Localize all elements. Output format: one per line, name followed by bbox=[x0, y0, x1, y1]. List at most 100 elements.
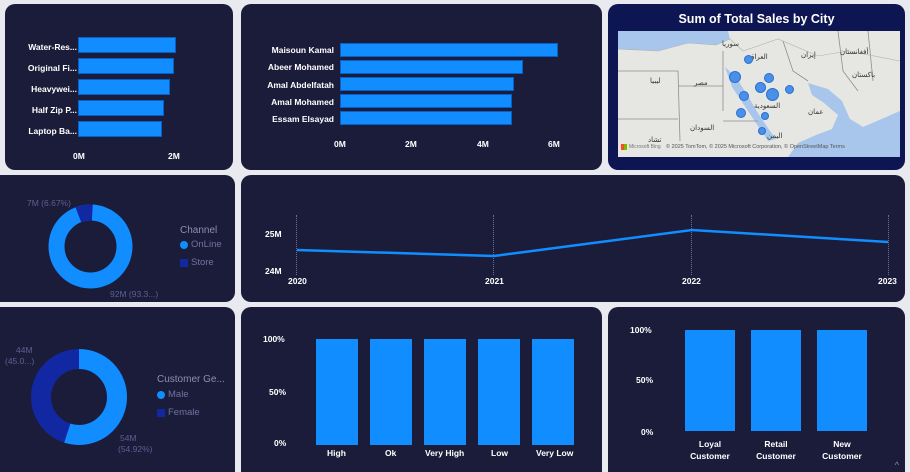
yearly-sales-line-card[interactable]: 25M 24M 2020 2021 2022 2023 bbox=[241, 175, 905, 302]
gridline bbox=[493, 215, 494, 275]
legend-marker-icon bbox=[180, 240, 188, 249]
city-bubble[interactable] bbox=[761, 112, 769, 120]
map-label: السودان bbox=[690, 125, 715, 132]
bar[interactable] bbox=[685, 330, 735, 431]
x-tick: Ok bbox=[385, 448, 397, 458]
legend-item-store[interactable]: Store bbox=[180, 257, 214, 268]
bar[interactable] bbox=[478, 339, 520, 445]
bar[interactable] bbox=[78, 37, 176, 53]
bar-label: Essam Elsayad bbox=[272, 114, 334, 124]
bar[interactable] bbox=[78, 121, 162, 137]
map-label: تشاد bbox=[648, 137, 662, 144]
city-bubble[interactable] bbox=[785, 85, 794, 94]
bar[interactable] bbox=[751, 330, 801, 431]
legend-title: Customer Ge... bbox=[157, 374, 225, 385]
map-label: اليمن bbox=[767, 133, 783, 140]
city-bubble[interactable] bbox=[736, 108, 746, 118]
bar-label: Water-Res... bbox=[28, 42, 77, 52]
x-tick: New Customer bbox=[822, 439, 862, 461]
channel-donut-card[interactable]: 7M (6.67%) 92M (93.3...) Channel OnLine … bbox=[0, 175, 235, 302]
bar[interactable] bbox=[424, 339, 466, 445]
bar-label: Laptop Ba... bbox=[28, 126, 77, 136]
map-label: السعودية bbox=[754, 103, 781, 110]
gender-donut[interactable] bbox=[30, 348, 128, 446]
bar-label: Abeer Mohamed bbox=[267, 62, 334, 72]
legend-marker-icon bbox=[180, 258, 188, 267]
bar[interactable] bbox=[370, 339, 412, 445]
legend-item-online[interactable]: OnLine bbox=[180, 239, 222, 250]
chevron-up-icon[interactable]: ^ bbox=[894, 460, 899, 470]
gridline bbox=[888, 215, 889, 275]
bar[interactable] bbox=[340, 60, 523, 74]
x-tick: Loyal Customer bbox=[690, 439, 730, 461]
gender-donut-card[interactable]: 44M (45.0...) 54M (54.92%) Customer Ge..… bbox=[0, 307, 235, 472]
city-bubble[interactable] bbox=[764, 73, 774, 83]
map-label: العراق bbox=[749, 54, 768, 61]
bar-label: Half Zip P... bbox=[31, 105, 77, 115]
map-title: Sum of Total Sales by City bbox=[678, 12, 835, 26]
city-bubble[interactable] bbox=[758, 127, 766, 135]
sales-line[interactable] bbox=[241, 175, 905, 302]
x-tick: Low bbox=[491, 448, 508, 458]
map-label: ليبيا bbox=[650, 78, 661, 85]
bar[interactable] bbox=[340, 111, 512, 125]
city-bubble[interactable] bbox=[729, 71, 741, 83]
bar[interactable] bbox=[340, 77, 514, 91]
map-area[interactable]: سوريا العراق إيران أفغانستان باكستان ليب… bbox=[618, 31, 900, 157]
bar[interactable] bbox=[78, 100, 164, 116]
bar[interactable] bbox=[817, 330, 867, 431]
x-tick: Retail Customer bbox=[756, 439, 796, 461]
bar[interactable] bbox=[532, 339, 574, 445]
y-tick: 100% bbox=[630, 325, 652, 335]
map-attribution[interactable]: © 2025 TomTom, © 2025 Microsoft Corporat… bbox=[666, 144, 845, 150]
x-tick: 2M bbox=[168, 151, 180, 161]
map-label: مصر bbox=[694, 80, 708, 87]
bar-label: Amal Abdelfatah bbox=[267, 80, 334, 90]
y-tick: 0% bbox=[641, 427, 654, 437]
rating-bars-card[interactable]: 100% 50% 0% High Ok Very High Low Very L… bbox=[241, 307, 602, 472]
channel-donut[interactable] bbox=[48, 204, 133, 289]
bar[interactable] bbox=[78, 79, 170, 95]
legend-marker-icon bbox=[157, 408, 165, 417]
bar-label: Heavywei... bbox=[31, 84, 77, 94]
data-label: 7M (6.67%) bbox=[27, 198, 71, 208]
x-tick: 2022 bbox=[682, 276, 701, 286]
map-shapes bbox=[618, 31, 900, 157]
x-tick: Very Low bbox=[536, 448, 574, 458]
top-customers-card[interactable]: Maisoun Kamal Abeer Mohamed Amal Abdelfa… bbox=[241, 4, 602, 170]
x-tick: 0M bbox=[334, 139, 346, 149]
map-label: سوريا bbox=[722, 41, 739, 48]
x-tick: 0M bbox=[73, 151, 85, 161]
city-bubble[interactable] bbox=[755, 82, 766, 93]
bar[interactable] bbox=[340, 43, 558, 57]
legend-item-male[interactable]: Male bbox=[157, 389, 189, 400]
city-bubble[interactable] bbox=[744, 55, 753, 64]
segment-bars-card[interactable]: 100% 50% 0% Loyal Customer Retail Customer… bbox=[608, 307, 905, 472]
data-label: 92M (93.3...) bbox=[110, 289, 159, 299]
x-tick: Very High bbox=[425, 448, 465, 458]
x-tick: 4M bbox=[477, 139, 489, 149]
x-tick: 2M bbox=[405, 139, 417, 149]
top-products-card[interactable]: Water-Res... Original Fi... Heavywei... … bbox=[5, 4, 233, 170]
data-label: 54M bbox=[120, 433, 137, 443]
map-label: أفغانستان bbox=[840, 49, 869, 56]
gridline bbox=[691, 215, 692, 275]
x-tick: 2020 bbox=[288, 276, 307, 286]
bing-logo: Microsoft Bing bbox=[621, 144, 661, 150]
city-bubble[interactable] bbox=[766, 88, 779, 101]
y-tick: 25M bbox=[265, 229, 282, 239]
bar[interactable] bbox=[78, 58, 174, 74]
bar[interactable] bbox=[316, 339, 358, 445]
map-label: باكستان bbox=[852, 72, 876, 79]
x-tick: 2023 bbox=[878, 276, 897, 286]
legend-item-female[interactable]: Female bbox=[157, 407, 200, 418]
y-tick: 50% bbox=[636, 375, 654, 385]
map-label: إيران bbox=[801, 52, 816, 59]
legend-marker-icon bbox=[157, 390, 165, 399]
city-bubble[interactable] bbox=[739, 91, 749, 101]
city-sales-map-card[interactable]: Sum of Total Sales by City سوريا العراق … bbox=[608, 4, 905, 170]
bar-label: Amal Mohamed bbox=[271, 97, 334, 107]
y-tick: 24M bbox=[265, 266, 282, 276]
data-label: (54.92%) bbox=[118, 444, 153, 454]
bar[interactable] bbox=[340, 94, 512, 108]
